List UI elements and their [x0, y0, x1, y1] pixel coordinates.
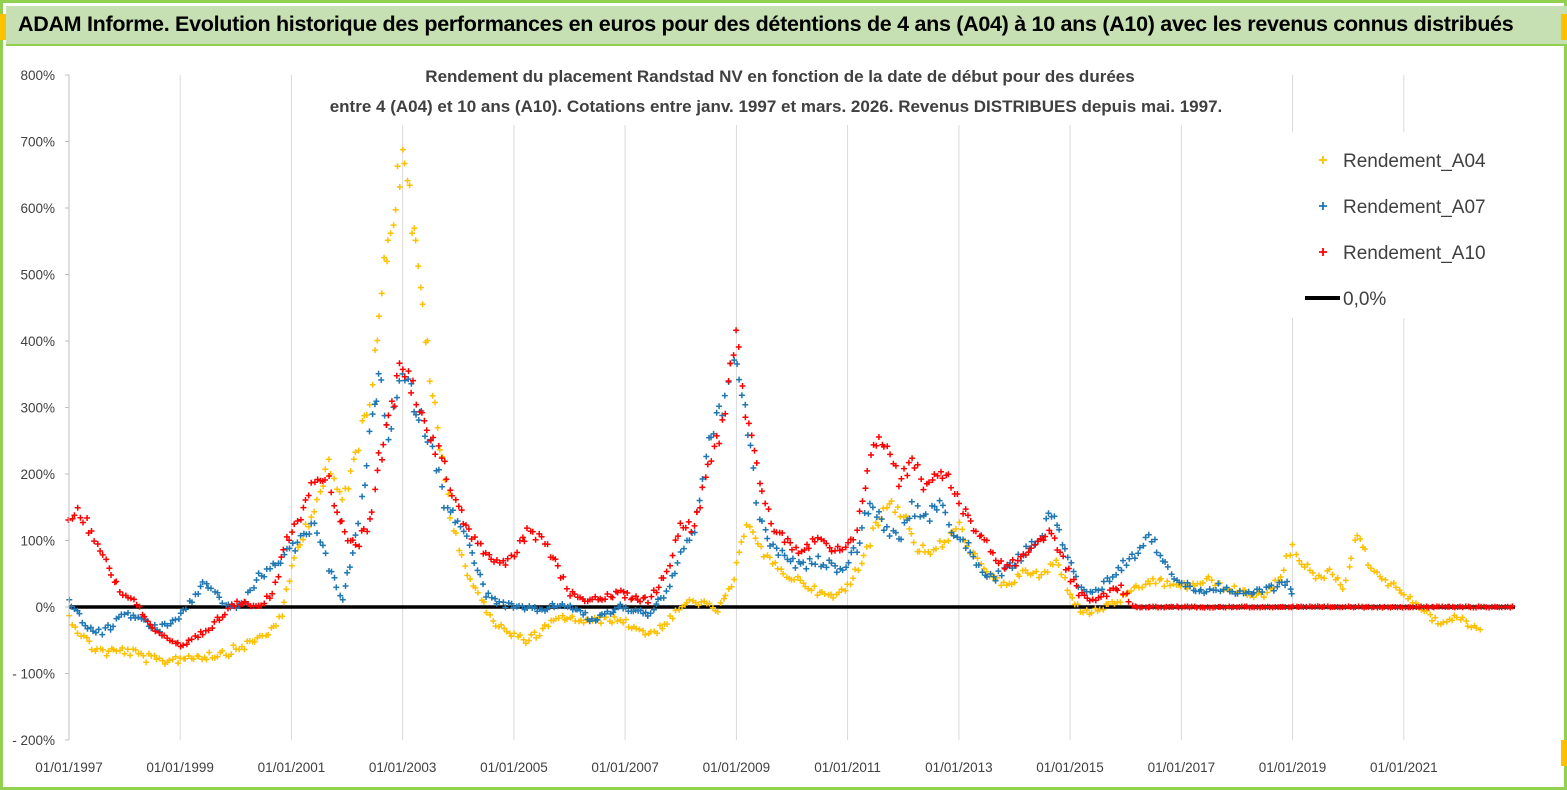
legend: Rendement_A04 Rendement_A07 Rendement_A10 0…	[1282, 132, 1514, 318]
series-rendement-a10	[65, 327, 1516, 650]
x-tick-label: 01/01/1999	[146, 760, 214, 775]
x-tick-label: 01/01/2011	[814, 760, 881, 775]
series-markers	[66, 357, 1295, 638]
x-tick-label: 01/01/2017	[1148, 760, 1216, 775]
legend-plus-marker	[1319, 156, 1327, 164]
x-tick-label: 01/01/2013	[925, 760, 993, 775]
y-tick-label: 300%	[20, 401, 55, 416]
y-tick-label: 0%	[35, 600, 55, 615]
x-tick-label: 01/01/2003	[369, 760, 437, 775]
legend-plus-marker	[1319, 202, 1327, 210]
x-tick-label: 01/01/2019	[1259, 760, 1327, 775]
corner-marker-bottom-right	[1561, 740, 1567, 766]
series-markers	[65, 327, 1516, 650]
series-rendement-a04	[66, 146, 1484, 667]
legend-item: Rendement_A10	[1319, 243, 1486, 264]
report-title: ADAM Informe. Evolution historique des p…	[18, 12, 1514, 36]
legend-item: 0,0%	[1305, 289, 1386, 310]
legend-plus-marker	[1319, 248, 1327, 256]
series-markers	[66, 146, 1484, 667]
report-banner: ADAM Informe. Evolution historique des p…	[6, 6, 1567, 46]
x-tick-label: 01/01/2001	[258, 760, 326, 775]
y-tick-label: 200%	[20, 467, 55, 482]
x-tick-label: 01/01/2009	[703, 760, 771, 775]
y-tick-label: - 100%	[12, 667, 55, 682]
y-tick-label: 600%	[20, 201, 55, 216]
legend-box	[1282, 132, 1514, 318]
legend-item: Rendement_A04	[1319, 151, 1486, 172]
y-tick-label: - 200%	[12, 733, 55, 748]
y-tick-label: 100%	[20, 534, 55, 549]
legend-label: 0,0%	[1343, 289, 1386, 310]
legend-label: Rendement_A07	[1343, 197, 1486, 218]
legend-item: Rendement_A07	[1319, 197, 1486, 218]
legend-label: Rendement_A04	[1343, 151, 1486, 172]
y-tick-label: 800%	[20, 68, 55, 83]
x-tick-label: 01/01/2021	[1370, 760, 1438, 775]
corner-marker-left	[0, 14, 6, 40]
axes: 01/01/1997 01/01/1999 01/01/2001 01/01/2003…	[12, 68, 1437, 775]
x-tick-label: 01/01/2005	[480, 760, 548, 775]
chart-title-line1: Rendement du placement Randstad NV en fo…	[425, 67, 1134, 86]
y-tick-label: 400%	[20, 334, 55, 349]
chart-title-background	[318, 55, 1266, 125]
gridlines	[68, 75, 1405, 740]
x-tick-label: 01/01/2007	[591, 760, 659, 775]
x-tick-label: 01/01/2015	[1036, 760, 1104, 775]
legend-label: Rendement_A10	[1343, 243, 1486, 264]
y-tick-label: 500%	[20, 268, 55, 283]
series-rendement-a07	[66, 357, 1295, 638]
chart-title-line2: entre 4 (A04) et 10 ans (A10). Cotations…	[330, 97, 1223, 116]
x-tick-label: 01/01/1997	[35, 760, 103, 775]
corner-marker-right	[1561, 14, 1567, 40]
y-tick-label: 700%	[20, 135, 55, 150]
